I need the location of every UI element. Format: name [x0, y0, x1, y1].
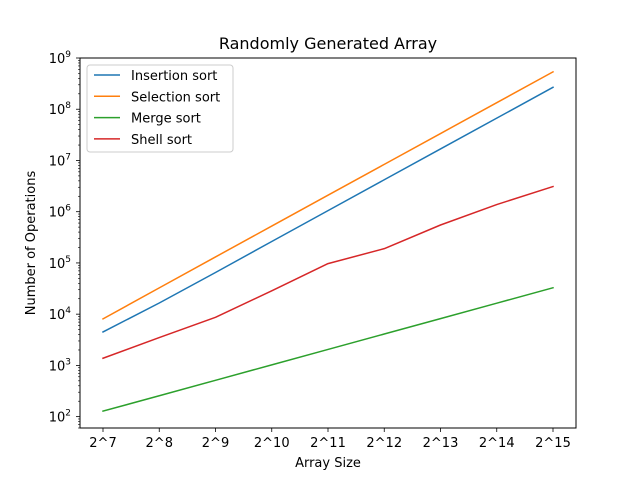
y-tick-label: 103: [49, 357, 71, 374]
x-axis-label: Array Size: [295, 456, 361, 471]
x-tick-label: 2^10: [254, 436, 290, 451]
legend-label: Shell sort: [131, 133, 192, 148]
chart-title: Randomly Generated Array: [219, 34, 437, 53]
series-layer: [101, 70, 555, 413]
x-axis: 2^7 2^8 2^9 2^10 2^11 2^12 2^13 2^14 2^15: [89, 428, 571, 451]
x-tick-label: 2^9: [202, 436, 229, 451]
x-tick-label: 2^15: [535, 436, 571, 451]
x-tick-label: 2^14: [479, 436, 515, 451]
x-tick-label: 2^13: [423, 436, 459, 451]
series-line-insertion-sort: [101, 86, 555, 333]
legend-label: Selection sort: [131, 90, 220, 105]
x-tick-label: 2^12: [366, 436, 402, 451]
legend: Insertion sort Selection sort Merge sort Sh…: [86, 64, 234, 153]
y-axis: 102 103 104 105 106 107 108 109: [49, 50, 80, 429]
series-line-merge-sort: [102, 286, 554, 413]
y-tick-label: 109: [49, 50, 72, 67]
x-tick-label: 2^7: [89, 436, 116, 451]
y-tick-label: 102: [49, 409, 71, 426]
y-tick-label: 104: [49, 306, 72, 323]
y-tick-label: 108: [49, 101, 72, 118]
series-line-shell-sort: [102, 185, 554, 360]
y-axis-label: Number of Operations: [24, 171, 39, 316]
legend-box: [86, 64, 234, 153]
y-tick-label: 107: [49, 152, 71, 169]
series-line-selection-sort: [101, 70, 555, 320]
y-tick-label: 105: [49, 255, 71, 272]
legend-label: Merge sort: [131, 112, 201, 127]
legend-label: Insertion sort: [131, 69, 217, 84]
x-tick-label: 2^8: [146, 436, 173, 451]
y-tick-label: 106: [49, 204, 72, 221]
x-tick-label: 2^11: [310, 436, 346, 451]
